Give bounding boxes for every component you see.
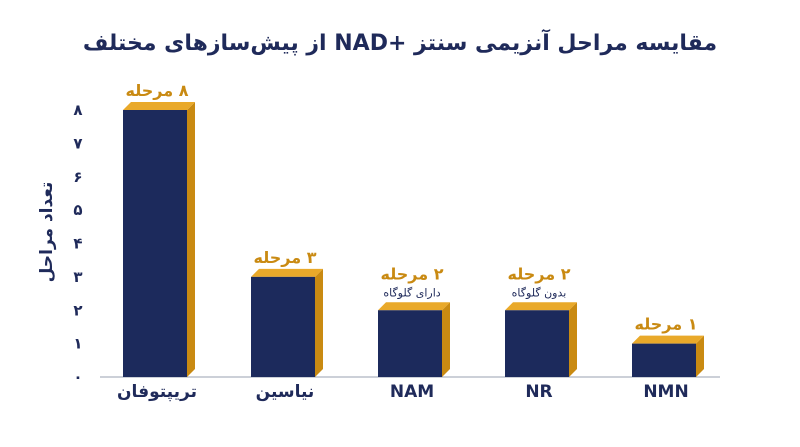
data-labels-group: ۸ مرحله ۳ مرحله ۲ مرحله دارای گلوگاه ۲ مرحله… [126,81,698,334]
category-labels-group: تریپتوفان نیاسین NAM NR NMN [117,382,689,402]
y-tick-label: ۴ [73,235,82,253]
data-label: ۱ مرحله [635,315,698,334]
bar-side-face [315,268,323,377]
y-axis-label: تعداد مراحل [37,182,57,283]
bars-group [123,102,704,377]
data-sub-label: بدون گلوگاه [512,286,567,299]
chart-title: مقایسه مراحل آنزیمی سنتز +NAD از پیش‌ساز… [83,28,717,56]
bar-side-face [442,302,450,377]
bar-side-face [187,102,195,377]
y-tick-label: ۳ [73,268,82,286]
y-tick-label: ۶ [73,168,82,186]
data-sub-label: دارای گلوگاه [383,286,440,299]
bar-top-face [251,268,323,277]
bar [378,310,442,377]
data-label: ۸ مرحله [126,81,189,100]
y-tick-label: ۰ [73,368,82,386]
y-tick-label: ۷ [73,134,82,152]
data-label: ۳ مرحله [254,248,317,267]
bar [251,276,315,377]
data-label: ۲ مرحله [508,264,571,283]
bar-side-face [569,302,577,377]
category-label: نیاسین [256,382,315,402]
data-label: ۲ مرحله [381,264,444,283]
bar-side-face [696,335,704,377]
category-label: NAM [390,382,434,402]
category-label: تریپتوفان [117,382,197,402]
y-tick-label: ۵ [73,201,82,219]
bar [123,110,187,377]
category-label: NR [525,382,552,402]
y-tick-label: ۲ [73,301,82,319]
y-axis-ticks: ۰ ۱ ۲ ۳ ۴ ۵ ۶ ۷ ۸ [73,101,82,386]
category-label: NMN [643,382,688,402]
y-tick-label: ۸ [73,101,82,119]
bar-top-face [378,302,450,311]
bar [505,310,569,377]
bar [632,343,696,377]
bar-top-face [505,302,577,311]
bar-top-face [632,335,704,344]
bar-top-face [123,102,195,110]
y-tick-label: ۱ [73,335,82,353]
